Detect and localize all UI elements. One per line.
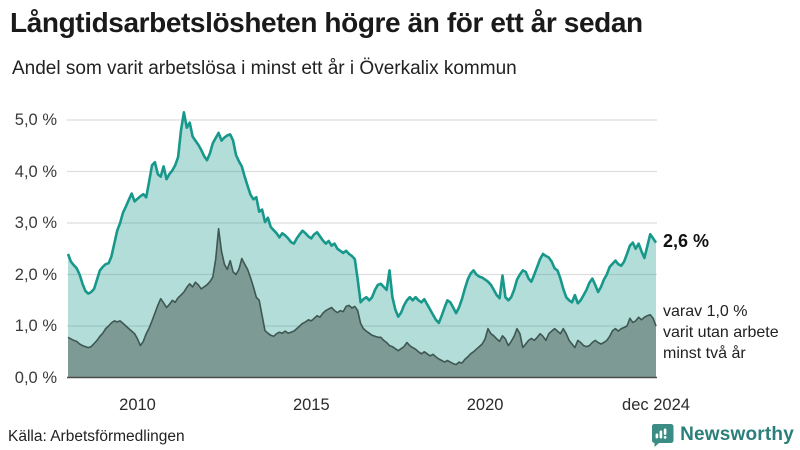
bar-tall xyxy=(659,430,663,438)
bar-short xyxy=(655,433,659,438)
two-year-annotation: varav 1,0 % varit utan arbete minst två … xyxy=(663,301,800,364)
annotation-line-3: minst två år xyxy=(663,345,746,362)
speech-bubble-shape xyxy=(652,423,674,447)
y-tick-label: 4,0 % xyxy=(14,162,57,181)
annotation-line-2: varit utan arbete xyxy=(663,324,779,341)
end-value-label: 2,6 % xyxy=(663,231,710,251)
chart-title: Långtidsarbetslösheten högre än för ett … xyxy=(10,7,643,38)
newsworthy-logo-icon xyxy=(652,423,674,447)
chart-subtitle: Andel som varit arbetslösa i minst ett å… xyxy=(12,58,517,79)
brand-name: Newsworthy xyxy=(680,423,794,445)
x-tick-label: dec 2024 xyxy=(622,396,690,414)
y-tick-label: 1,0 % xyxy=(14,317,57,335)
y-tick-label: 3,0 % xyxy=(14,214,57,232)
exclamation-bar xyxy=(663,428,667,435)
x-tick-label: 2020 xyxy=(466,396,504,414)
y-tick-label: 2,0 % xyxy=(14,265,57,284)
source-attribution: Källa: Arbetsförmedlingen xyxy=(8,428,185,445)
y-tick-label: 0,0 % xyxy=(14,368,57,387)
line-unemployed-two-years xyxy=(67,227,657,366)
y-tick-label: 5,0 % xyxy=(14,111,57,129)
x-tick-label: 2010 xyxy=(119,396,156,414)
exclamation-dot xyxy=(663,435,667,439)
annotation-line-1: varav 1,0 % xyxy=(663,303,748,320)
x-tick-label: 2015 xyxy=(292,396,330,414)
line-unemployed-one-year xyxy=(66,111,658,325)
newsworthy-brand[interactable]: Newsworthy xyxy=(651,422,794,447)
